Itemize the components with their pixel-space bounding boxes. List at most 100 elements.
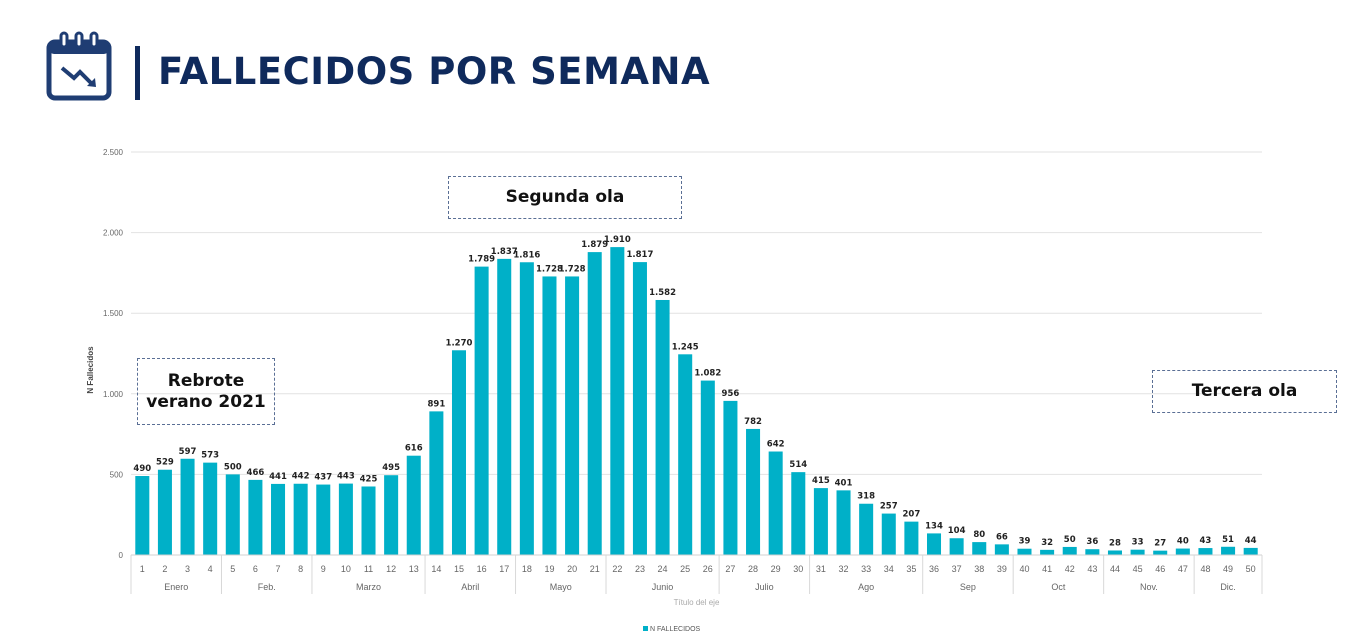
x-tick-label: 1	[140, 564, 145, 574]
bar	[271, 483, 286, 555]
data-label: 642	[767, 440, 785, 450]
page-title: FALLECIDOS POR SEMANA	[158, 50, 711, 93]
x-tick-label: 34	[884, 564, 894, 574]
y-tick-label: 2.000	[103, 229, 124, 238]
data-label: 425	[360, 474, 378, 484]
data-label: 134	[925, 521, 943, 531]
bar	[293, 483, 308, 555]
bar	[1221, 546, 1236, 555]
data-label: 441	[269, 472, 287, 482]
bar	[1040, 549, 1055, 555]
x-tick-label: 14	[431, 564, 441, 574]
bar	[248, 479, 263, 555]
month-label: Junio	[652, 582, 674, 592]
data-label: 1.270	[446, 338, 473, 348]
data-label: 1.817	[627, 250, 654, 260]
data-label: 27	[1154, 539, 1166, 549]
bar	[180, 458, 195, 555]
data-label: 1.728	[559, 264, 586, 274]
x-tick-label: 5	[230, 564, 235, 574]
bar	[565, 276, 580, 555]
x-tick-label: 40	[1019, 564, 1029, 574]
x-tick-label: 42	[1065, 564, 1075, 574]
x-tick-label: 8	[298, 564, 303, 574]
title-divider	[135, 46, 140, 100]
x-tick-label: 19	[544, 564, 554, 574]
x-tick-label: 29	[771, 564, 781, 574]
data-label: 39	[1019, 537, 1031, 547]
month-label: Marzo	[356, 582, 381, 592]
month-label: Julio	[755, 582, 774, 592]
bar	[406, 455, 421, 555]
bar	[316, 484, 331, 555]
bar	[474, 266, 489, 555]
data-label: 318	[857, 492, 875, 502]
data-label: 1.837	[491, 247, 518, 257]
data-label: 43	[1200, 536, 1212, 546]
data-label: 415	[812, 476, 830, 486]
data-label: 495	[382, 463, 400, 473]
data-label: 36	[1086, 537, 1098, 547]
bar	[1085, 549, 1100, 555]
bar	[881, 513, 896, 555]
bar	[1198, 548, 1213, 555]
month-label: Oct	[1051, 582, 1066, 592]
data-label: 490	[133, 464, 151, 474]
x-tick-label: 13	[409, 564, 419, 574]
x-tick-label: 37	[952, 564, 962, 574]
y-tick-label: 500	[110, 470, 124, 479]
data-label: 573	[201, 451, 219, 461]
bar	[813, 488, 828, 555]
data-label: 32	[1041, 538, 1053, 548]
bar	[994, 544, 1009, 555]
data-label: 1.789	[468, 255, 495, 265]
bar	[587, 252, 602, 555]
data-label: 50	[1064, 535, 1076, 545]
bar	[678, 354, 693, 555]
x-tick-label: 17	[499, 564, 509, 574]
y-tick-label: 1.500	[103, 309, 124, 318]
data-label: 401	[835, 478, 853, 488]
bar	[700, 380, 715, 555]
x-tick-label: 26	[703, 564, 713, 574]
x-tick-label: 49	[1223, 564, 1233, 574]
x-tick-label: 25	[680, 564, 690, 574]
x-tick-label: 23	[635, 564, 645, 574]
bar	[361, 486, 376, 555]
month-label: Mayo	[550, 582, 572, 592]
data-label: 1.582	[649, 288, 676, 298]
month-label: Enero	[164, 582, 188, 592]
bar	[542, 276, 557, 555]
data-label: 514	[789, 460, 807, 470]
bar	[904, 521, 919, 555]
x-tick-label: 16	[477, 564, 487, 574]
annotation-tercera-ola: Tercera ola	[1152, 370, 1337, 413]
bar	[1130, 549, 1145, 555]
data-label: 466	[247, 468, 265, 478]
data-label: 33	[1132, 538, 1144, 548]
bar	[746, 428, 761, 555]
x-tick-label: 46	[1155, 564, 1165, 574]
bar	[157, 469, 172, 555]
data-label: 782	[744, 417, 762, 427]
month-label: Feb.	[258, 582, 276, 592]
data-label: 1.879	[581, 240, 608, 250]
data-label: 500	[224, 462, 242, 472]
bar	[497, 258, 512, 555]
x-tick-label: 36	[929, 564, 939, 574]
x-tick-label: 28	[748, 564, 758, 574]
x-tick-label: 9	[321, 564, 326, 574]
bar	[1062, 546, 1077, 555]
data-label: 597	[179, 447, 197, 457]
bar	[384, 475, 399, 555]
data-label: 40	[1177, 537, 1189, 547]
x-tick-label: 27	[725, 564, 735, 574]
x-tick-label: 21	[590, 564, 600, 574]
data-label: 1.245	[672, 342, 699, 352]
data-label: 956	[722, 389, 740, 399]
x-tick-label: 6	[253, 564, 258, 574]
bar	[791, 472, 806, 555]
month-label: Abril	[461, 582, 479, 592]
bar	[338, 483, 353, 555]
